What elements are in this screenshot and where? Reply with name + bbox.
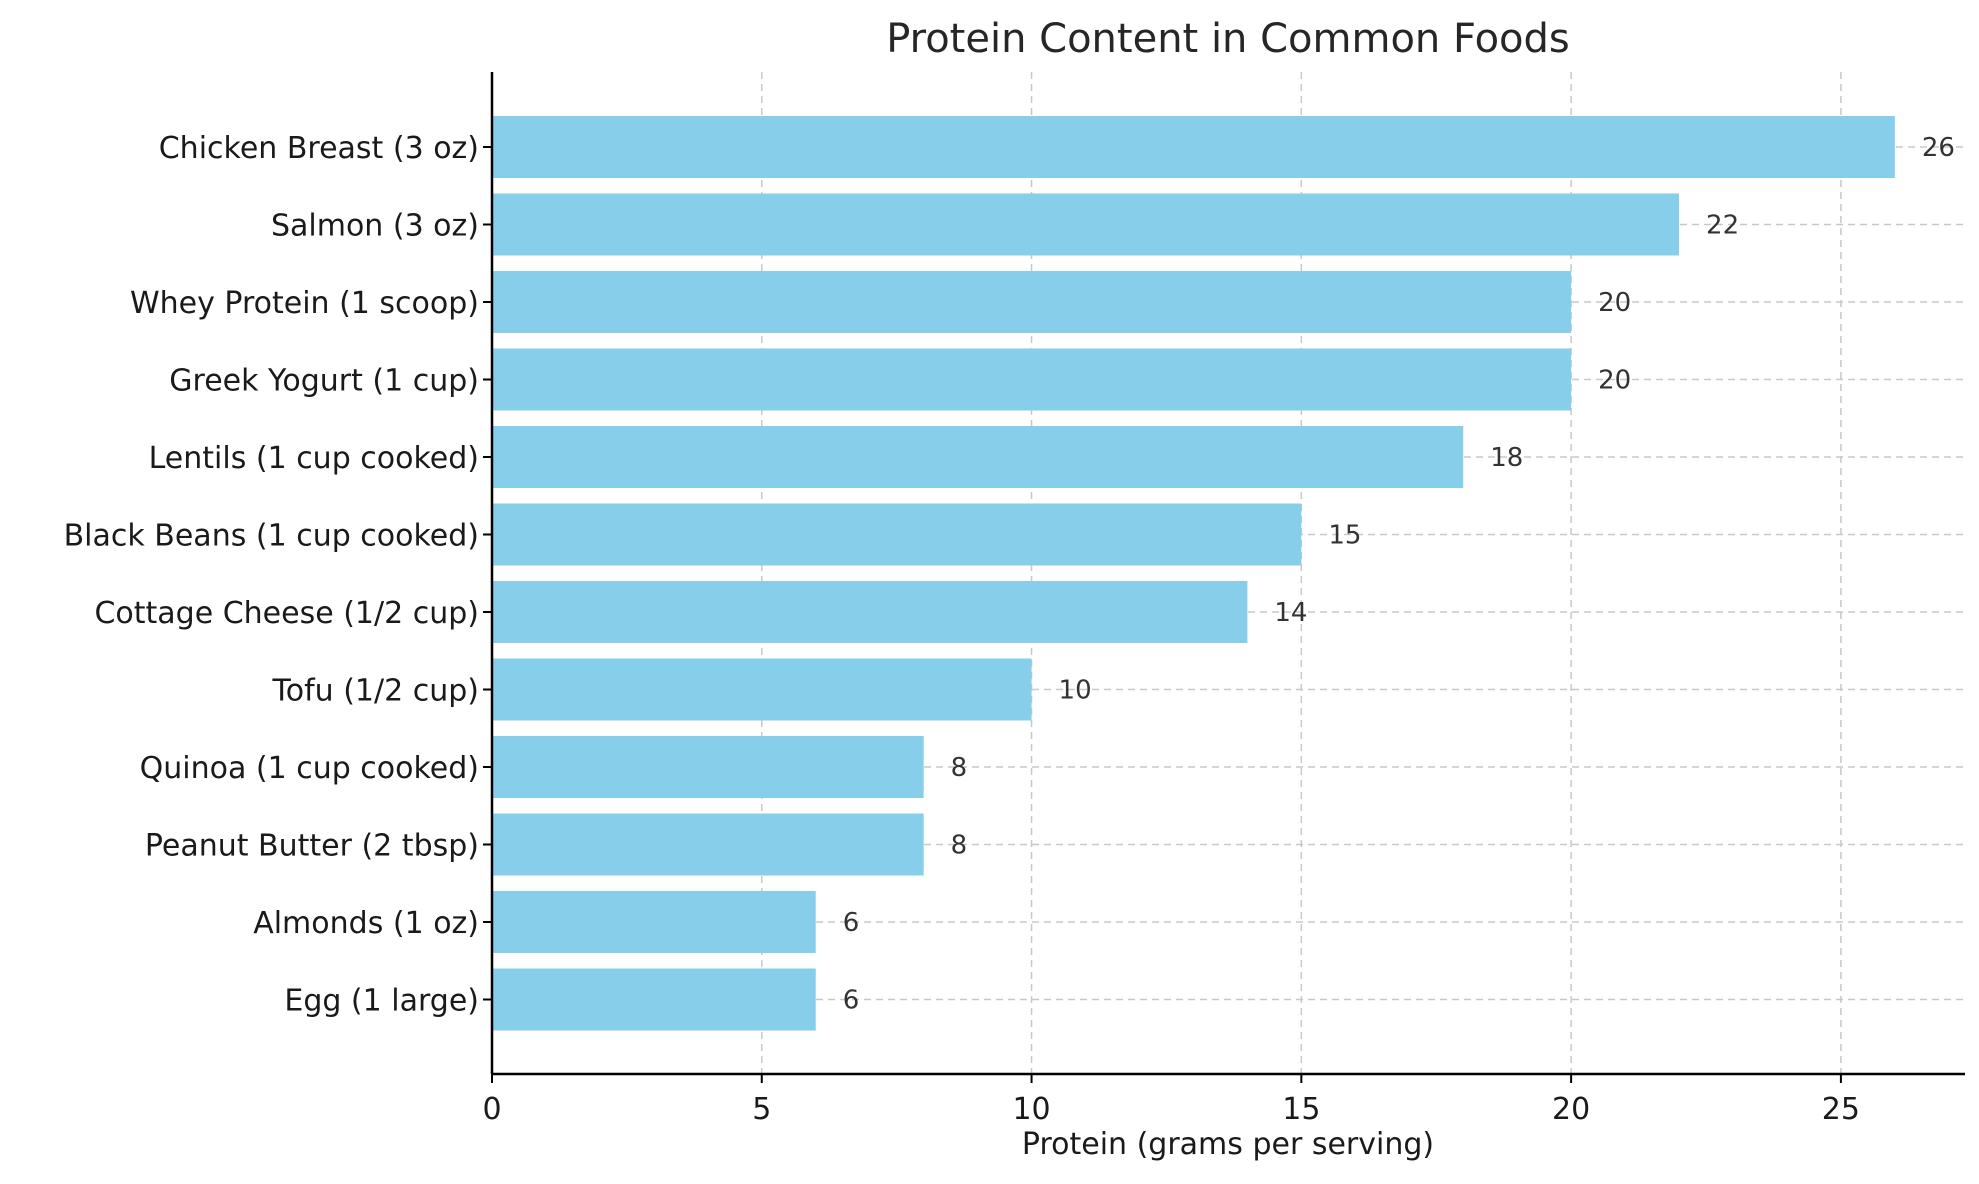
bar-value-label: 14 xyxy=(1274,598,1307,628)
x-tick-label: 0 xyxy=(482,1092,501,1127)
y-tick-label: Peanut Butter (2 tbsp) xyxy=(145,829,479,864)
x-tick-label: 20 xyxy=(1552,1092,1590,1127)
x-tick-label: 15 xyxy=(1282,1092,1320,1127)
bar-value-label: 22 xyxy=(1706,211,1739,241)
bar xyxy=(492,271,1572,333)
bar-value-label: 15 xyxy=(1328,521,1361,551)
bar-value-label: 26 xyxy=(1922,133,1955,163)
bar-value-label: 20 xyxy=(1598,366,1631,396)
bar-value-label: 8 xyxy=(951,753,968,783)
bar-value-label: 10 xyxy=(1059,676,1092,706)
bar xyxy=(492,426,1464,488)
bar xyxy=(492,736,924,798)
x-tick-label: 5 xyxy=(752,1092,771,1127)
bar-value-label: 6 xyxy=(843,986,860,1016)
bar xyxy=(492,116,1895,178)
x-tick-label: 10 xyxy=(1012,1092,1050,1127)
bar-value-label: 20 xyxy=(1598,288,1631,318)
y-tick-label: Greek Yogurt (1 cup) xyxy=(169,364,479,399)
x-tick-label: 25 xyxy=(1822,1092,1860,1127)
x-axis-ticks: 0 5 10 15 20 25 xyxy=(482,1074,1860,1127)
bar-value-label: 8 xyxy=(951,831,968,861)
y-tick-label: Chicken Breast (3 oz) xyxy=(159,131,479,166)
bars xyxy=(492,116,1895,1031)
x-axis-label: Protein (grams per serving) xyxy=(1022,1127,1434,1162)
y-tick-label: Tofu (1/2 cup) xyxy=(272,674,479,709)
y-tick-label: Almonds (1 oz) xyxy=(253,906,479,941)
y-tick-label: Salmon (3 oz) xyxy=(271,209,479,244)
chart-title: Protein Content in Common Foods xyxy=(886,16,1570,62)
y-tick-label: Black Beans (1 cup cooked) xyxy=(64,519,479,554)
bar xyxy=(492,968,816,1031)
bar-value-label: 18 xyxy=(1490,443,1523,473)
bar xyxy=(492,503,1302,566)
y-tick-label: Egg (1 large) xyxy=(284,984,479,1019)
bar xyxy=(492,348,1572,411)
y-tick-label: Whey Protein (1 scoop) xyxy=(130,286,479,321)
bar xyxy=(492,193,1680,256)
y-axis-ticks: Chicken Breast (3 oz) Salmon (3 oz) Whey P… xyxy=(64,131,492,1019)
bar-value-label: 6 xyxy=(843,908,860,938)
y-tick-label: Cottage Cheese (1/2 cup) xyxy=(94,596,479,631)
value-labels: 26 22 20 20 18 15 14 10 8 8 6 6 xyxy=(843,133,1955,1016)
bar xyxy=(492,813,924,876)
y-tick-label: Lentils (1 cup cooked) xyxy=(149,441,479,476)
bar xyxy=(492,658,1032,721)
bar xyxy=(492,581,1248,643)
y-tick-label: Quinoa (1 cup cooked) xyxy=(140,751,479,786)
bar xyxy=(492,891,816,953)
